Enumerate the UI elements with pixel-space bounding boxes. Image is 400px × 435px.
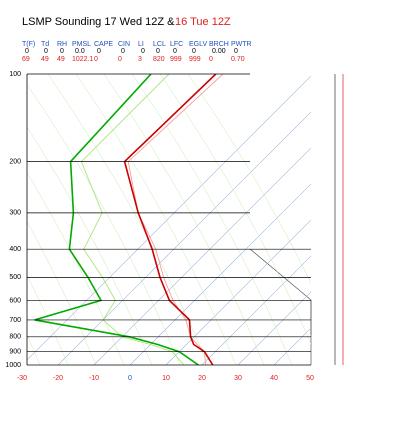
adiabat: [103, 74, 265, 365]
x-tick-label: 50: [306, 375, 314, 382]
adiabat: [75, 74, 237, 365]
x-tick-label: -10: [89, 375, 99, 382]
isotherm: [57, 111, 311, 365]
index-previous: 820: [153, 56, 165, 63]
y-tick-label: 100: [9, 71, 21, 78]
index-label: CAPE: [94, 41, 113, 48]
y-tick-label: 500: [9, 274, 21, 281]
adiabat: [27, 171, 125, 365]
index-previous: 49: [57, 56, 65, 63]
index-current: 0: [25, 48, 29, 55]
index-current: 0.00: [212, 48, 226, 55]
adiabat: [27, 274, 69, 365]
isotherm: [237, 291, 311, 365]
index-label: LCL: [153, 41, 166, 48]
index-current: 0: [156, 48, 160, 55]
adiabat: [47, 74, 209, 365]
chart-title: LSMP Sounding 17 Wed 12Z &: [22, 16, 175, 28]
isotherm: [273, 327, 311, 365]
isotherm: [309, 363, 311, 365]
adiabat: [131, 74, 293, 365]
isotherm: [129, 183, 311, 365]
index-label: PWTR: [231, 41, 252, 48]
y-tick-label: 800: [9, 334, 21, 341]
index-previous: 49: [41, 56, 49, 63]
adiabat: [27, 83, 181, 365]
isotherm: [93, 147, 311, 365]
index-label: LFC: [170, 41, 183, 48]
isotherm: [165, 219, 311, 365]
x-tick-label: 30: [234, 375, 242, 382]
wind-column: [334, 74, 344, 365]
index-current: 0: [173, 48, 177, 55]
isotherm: [201, 255, 311, 365]
y-tick-label: 600: [9, 297, 21, 304]
x-tick-label: -30: [17, 375, 27, 382]
index-previous: 3: [138, 56, 142, 63]
index-previous: 999: [170, 56, 182, 63]
index-current: 0: [121, 48, 125, 55]
hodograph-frame: [249, 248, 312, 365]
profile-line: [127, 74, 224, 365]
index-current: 0.0: [75, 48, 85, 55]
index-label: RH: [57, 41, 67, 48]
index-label: BRCH: [209, 41, 229, 48]
adiabat: [27, 126, 153, 365]
index-label: LI: [138, 41, 144, 48]
index-previous: 69: [22, 56, 30, 63]
y-tick-label: 200: [9, 158, 21, 165]
x-tick-label: -20: [53, 375, 63, 382]
adiabat: [159, 74, 311, 345]
y-tick-label: 900: [9, 349, 21, 356]
index-current: 0: [60, 48, 64, 55]
index-label: EGLV: [189, 41, 207, 48]
index-current: 0: [192, 48, 196, 55]
x-tick-label: 20: [198, 375, 206, 382]
y-tick-label: 400: [9, 246, 21, 253]
adiabat: [187, 74, 311, 284]
index-previous: 1022.1: [72, 56, 94, 63]
index-current: 0: [141, 48, 145, 55]
index-previous: 0: [94, 56, 98, 63]
index-label: CIN: [118, 41, 130, 48]
index-label: Td: [41, 41, 49, 48]
index-previous: 0: [209, 56, 213, 63]
index-previous: 999: [189, 56, 201, 63]
isotherm: [27, 75, 311, 361]
index-current: 0: [234, 48, 238, 55]
y-tick-label: 1000: [5, 362, 21, 369]
x-tick-label: 0: [128, 375, 132, 382]
index-previous: 0: [118, 56, 122, 63]
index-current: 0: [44, 48, 48, 55]
index-previous: 0.70: [231, 56, 245, 63]
profile-line: [80, 74, 185, 365]
index-current: 0: [97, 48, 101, 55]
y-tick-label: 300: [9, 210, 21, 217]
y-tick-label: 700: [9, 317, 21, 324]
x-tick-label: 40: [270, 375, 278, 382]
x-tick-label: 10: [162, 375, 170, 382]
plot: [27, 74, 311, 365]
index-label: PMSL: [72, 41, 91, 48]
index-label: T(F): [22, 41, 35, 48]
adiabat: [27, 220, 97, 365]
previous-title: 16 Tue 12Z: [175, 16, 231, 28]
